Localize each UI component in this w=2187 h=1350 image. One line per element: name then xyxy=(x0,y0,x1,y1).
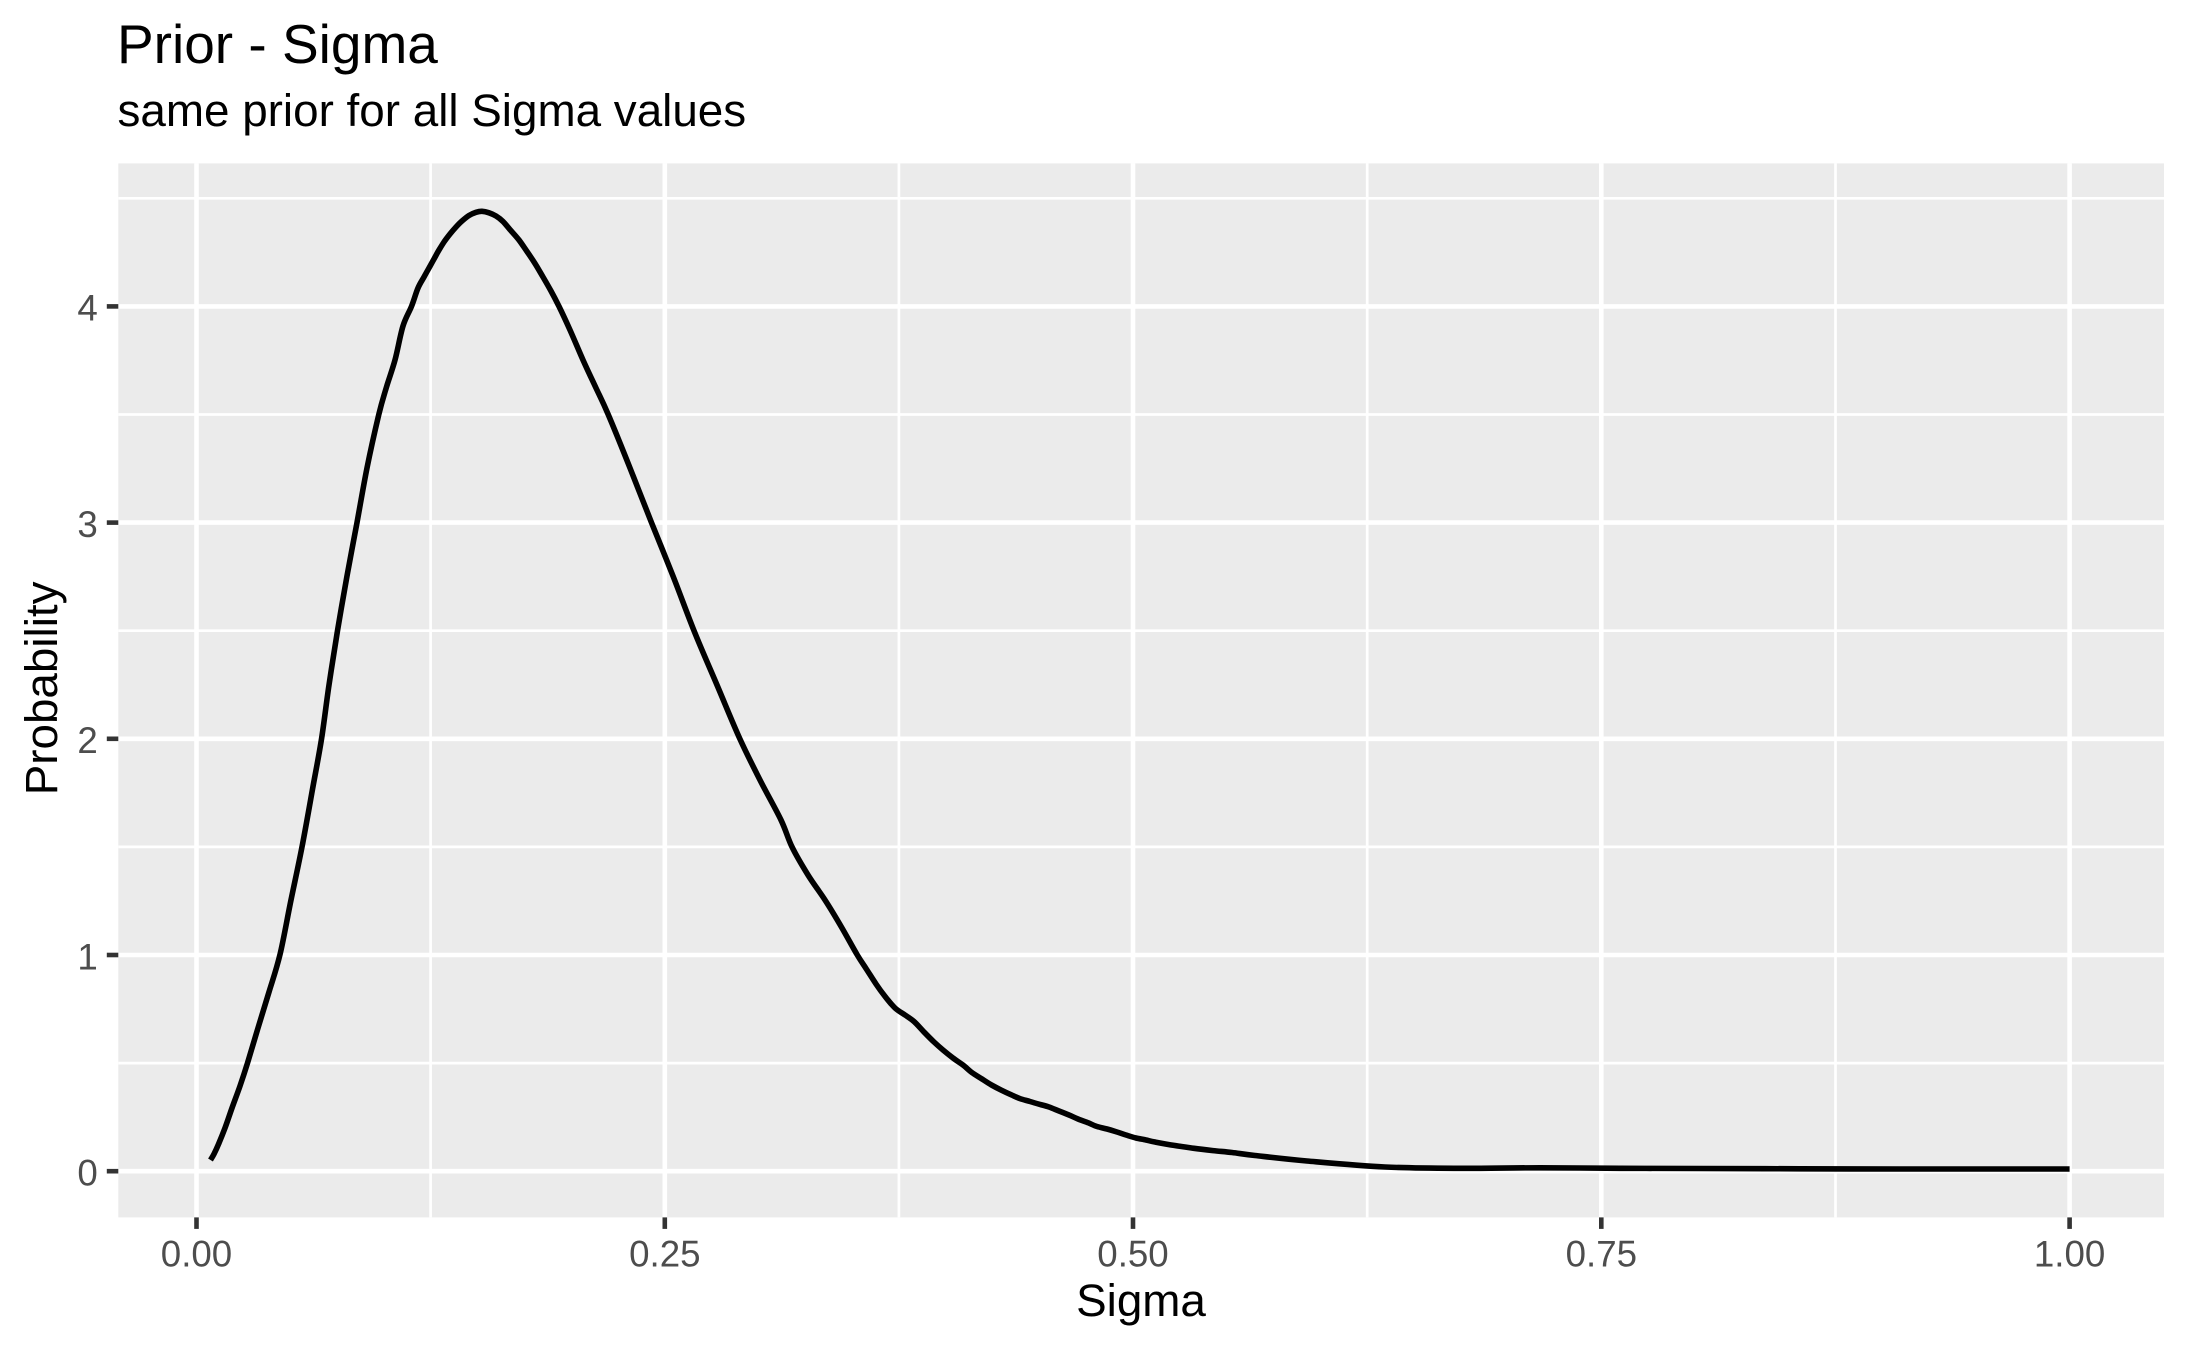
svg-text:0.00: 0.00 xyxy=(161,1234,232,1275)
svg-text:0: 0 xyxy=(77,1153,97,1194)
svg-text:3: 3 xyxy=(77,504,97,545)
svg-text:0.25: 0.25 xyxy=(629,1234,700,1275)
svg-text:4: 4 xyxy=(77,288,97,329)
svg-text:0.50: 0.50 xyxy=(1097,1234,1168,1275)
svg-text:same prior for all Sigma value: same prior for all Sigma values xyxy=(118,85,747,136)
svg-text:0.75: 0.75 xyxy=(1566,1234,1637,1275)
svg-text:Sigma: Sigma xyxy=(1076,1275,1206,1326)
svg-text:1.00: 1.00 xyxy=(2034,1234,2105,1275)
svg-text:Prior - Sigma: Prior - Sigma xyxy=(117,13,438,75)
svg-text:2: 2 xyxy=(77,720,97,761)
svg-text:Probability: Probability xyxy=(16,581,67,795)
svg-text:1: 1 xyxy=(77,936,97,977)
